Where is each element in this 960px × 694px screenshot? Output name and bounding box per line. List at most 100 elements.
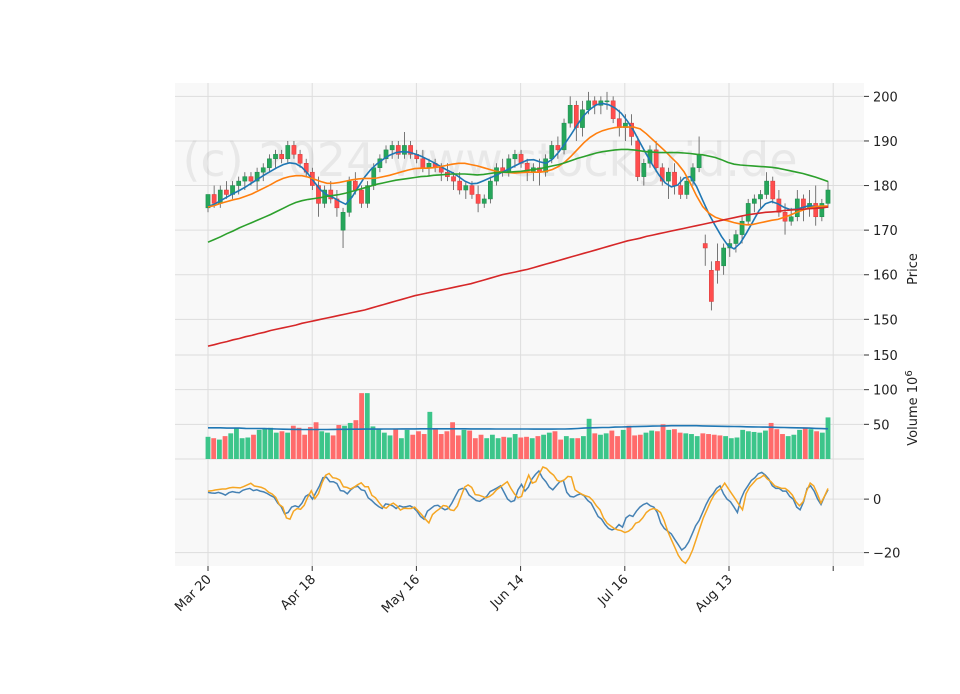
volume-bar — [239, 438, 245, 459]
x-tick-label: Aug 13 — [693, 572, 736, 615]
volume-bar — [706, 434, 711, 459]
volume-bar — [740, 429, 746, 459]
candle-body — [260, 167, 266, 173]
volume-bar — [364, 393, 370, 459]
volume-bar — [416, 431, 421, 459]
volume-y-tick-label: 150 — [873, 349, 898, 364]
volume-bar — [575, 438, 581, 459]
volume-ma-line — [208, 424, 829, 431]
volume-bar — [398, 438, 404, 459]
volume-bar — [489, 434, 495, 459]
volume-bar — [325, 432, 330, 459]
volume-bar — [563, 436, 569, 459]
volume-bar — [370, 426, 376, 459]
volume-bar — [387, 435, 393, 459]
volume-bar — [234, 427, 239, 459]
volume-bar — [256, 429, 262, 459]
candle-body — [475, 194, 481, 204]
volume-bar — [228, 433, 234, 459]
volume-bar — [472, 438, 478, 459]
volume-bar — [734, 437, 740, 459]
price-y-tick-label: 150 — [873, 313, 898, 328]
volume-bar — [802, 428, 808, 459]
candle-body — [764, 180, 769, 195]
volume-bar — [814, 431, 820, 459]
candle-body — [604, 100, 610, 103]
candle-body — [328, 189, 334, 200]
volume-bar — [495, 438, 501, 459]
oscillator-y-tick-label: −20 — [873, 547, 900, 562]
volume-bar — [535, 436, 541, 459]
volume-bar — [694, 436, 700, 459]
volume-bar — [677, 432, 683, 459]
volume-bar — [637, 434, 643, 459]
x-tick-label: Apr 18 — [278, 572, 319, 613]
volume-bar — [808, 429, 814, 459]
volume-bar — [313, 422, 319, 459]
candle-body — [561, 122, 567, 151]
price-y-tick-label: 170 — [873, 224, 898, 239]
price-y-tick-label: 160 — [873, 269, 898, 284]
volume-bar — [643, 432, 649, 459]
volume-bar — [478, 434, 484, 459]
volume-bar — [654, 431, 660, 459]
volume-bar — [711, 434, 717, 459]
volume-bar — [751, 431, 757, 459]
candle-body — [788, 216, 794, 222]
candle-body — [702, 243, 708, 249]
volume-bar — [438, 434, 444, 459]
volume-bar — [689, 434, 694, 459]
volume-bar — [603, 433, 609, 459]
candle-body — [512, 154, 518, 160]
candle-body — [696, 154, 702, 168]
candle-body — [395, 145, 401, 155]
candle-body — [635, 140, 641, 177]
candle-body — [451, 176, 456, 182]
volume-bar — [774, 429, 780, 459]
price-y-tick-label: 180 — [873, 180, 898, 195]
volume-bar — [285, 432, 291, 459]
candle-body — [316, 185, 321, 204]
candle-body — [488, 180, 493, 200]
x-tick-label: May 16 — [379, 572, 423, 616]
candle-body — [739, 220, 745, 235]
volume-bar — [501, 436, 507, 459]
volume-bar — [330, 435, 336, 459]
volume-bar — [791, 434, 797, 459]
volume-bar — [592, 433, 598, 459]
volume-y-tick-label: 50 — [873, 418, 890, 433]
volume-bar — [410, 434, 416, 459]
candle-body — [678, 185, 684, 195]
candle-body — [758, 194, 763, 200]
candle-body — [242, 176, 248, 182]
candle-body — [721, 247, 726, 267]
volume-bar — [433, 428, 438, 459]
candle-body — [438, 167, 444, 173]
candle-body — [825, 189, 831, 204]
candle-body — [285, 145, 291, 160]
candle-body — [279, 154, 285, 160]
volume-bar — [302, 434, 308, 459]
volume-bar — [342, 425, 347, 459]
candle-body — [481, 198, 487, 204]
candle-body — [224, 189, 229, 195]
candle-body — [733, 234, 739, 244]
volume-bar — [797, 429, 802, 459]
candle-body — [254, 171, 260, 182]
candle-body — [819, 203, 825, 218]
x-tick-label: Jul 16 — [595, 572, 632, 609]
volume-bar — [649, 430, 655, 459]
volume-bar — [598, 434, 603, 459]
volume-bar — [700, 433, 706, 459]
candle-body — [672, 171, 677, 186]
volume-bar — [660, 424, 666, 459]
volume-bar — [461, 429, 467, 459]
volume-bar — [205, 436, 211, 459]
candle-body — [211, 194, 217, 204]
volume-bar — [683, 433, 689, 459]
volume-bar — [518, 437, 524, 459]
volume-bar — [609, 430, 615, 459]
candle-body — [359, 189, 364, 204]
volume-bar — [245, 437, 251, 459]
